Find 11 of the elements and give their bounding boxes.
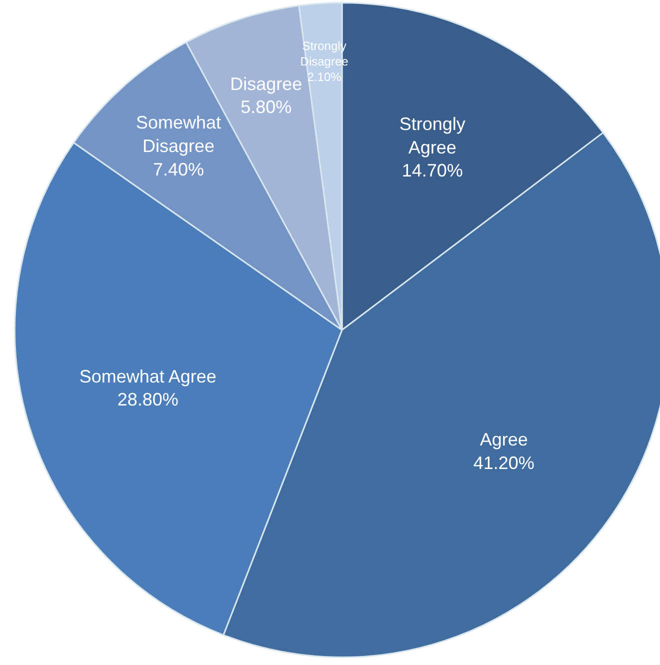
data-label: 2.10% (307, 70, 342, 84)
data-label: 5.80% (240, 97, 292, 118)
data-label: 28.80% (117, 390, 178, 410)
slice-label: Somewhat Agree (79, 366, 216, 386)
slice-label: Somewhat Disagree (136, 112, 222, 156)
slice-label: Strongly Agree (399, 114, 466, 158)
slice-label: Agree (480, 430, 528, 450)
data-label: 14.70% (402, 160, 463, 181)
slice-label: Disagree (230, 74, 302, 94)
data-label: 41.20% (473, 453, 534, 473)
data-label: 7.40% (153, 159, 204, 180)
